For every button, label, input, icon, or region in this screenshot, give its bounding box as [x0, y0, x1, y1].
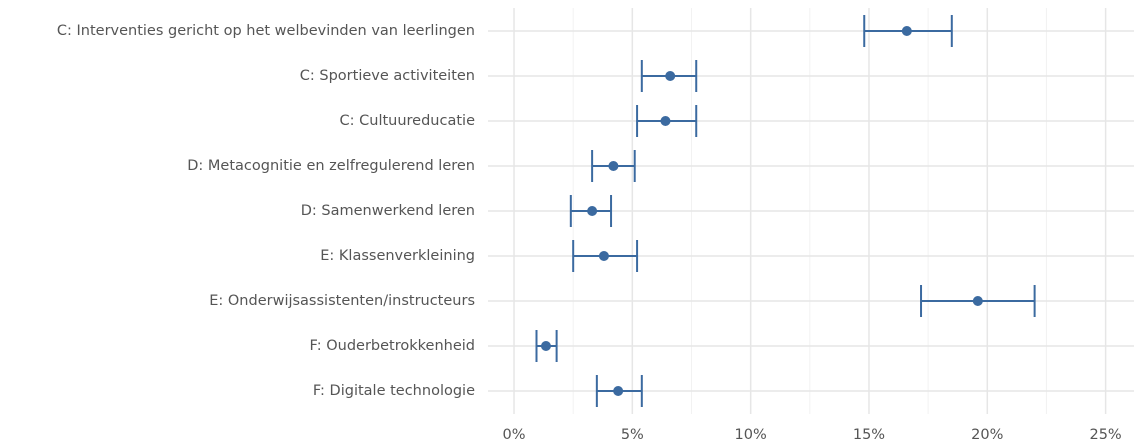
y-tick-label: C: Cultuureducatie [340, 113, 476, 129]
x-tick-label: 10% [735, 427, 767, 443]
y-tick-label: E: Klassenverkleining [320, 248, 475, 264]
x-tick-label: 15% [853, 427, 885, 443]
dot [613, 386, 624, 396]
y-tick-label: C: Interventies gericht op het welbevind… [57, 23, 475, 39]
y-tick-label: F: Ouderbetrokkenheid [310, 338, 475, 354]
x-tick-label: 20% [971, 427, 1003, 443]
x-tick-label: 5% [621, 427, 644, 443]
dot [587, 206, 598, 216]
y-tick-label: D: Metacognitie en zelfregulerend leren [187, 158, 475, 174]
dot [540, 341, 551, 351]
dot [660, 116, 671, 126]
x-tick-label: 25% [1089, 427, 1121, 443]
dot [972, 296, 983, 306]
dot [608, 161, 619, 171]
y-tick-label: F: Digitale technologie [313, 383, 475, 399]
y-tick-label: D: Samenwerkend leren [301, 203, 475, 219]
dot [665, 71, 676, 81]
y-tick-label: C: Sportieve activiteiten [300, 68, 475, 84]
x-tick-label: 0% [503, 427, 526, 443]
y-tick-label: E: Onderwijsassistenten/instructeurs [209, 293, 475, 309]
dot [901, 26, 912, 36]
dot [598, 251, 609, 261]
